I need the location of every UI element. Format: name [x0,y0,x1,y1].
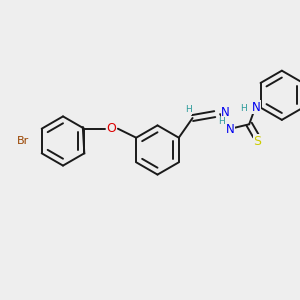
Text: H: H [218,117,225,126]
Text: H: H [240,104,246,113]
Text: N: N [226,123,234,136]
Text: N: N [221,106,230,119]
Text: H: H [185,105,191,114]
Text: O: O [106,122,116,135]
Text: Br: Br [16,136,29,146]
Text: S: S [254,135,261,148]
Text: N: N [252,101,261,114]
